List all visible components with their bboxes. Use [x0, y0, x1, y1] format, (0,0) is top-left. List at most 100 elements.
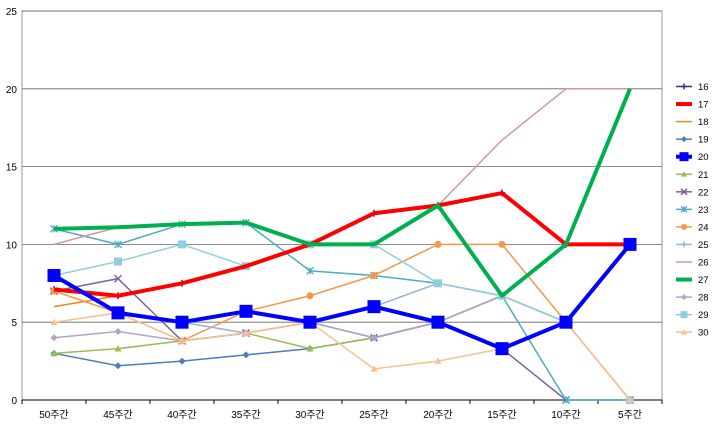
series-27	[53, 88, 632, 298]
legend-marker	[680, 311, 688, 319]
series-30	[50, 309, 634, 403]
x-tick-label: 45주간	[103, 409, 133, 421]
x-tick-label: 20주간	[423, 409, 453, 421]
data-point	[239, 304, 253, 318]
legend-marker	[681, 241, 687, 248]
data-point	[50, 349, 58, 357]
series-line	[53, 277, 630, 401]
legend-item-23: 23	[676, 205, 709, 216]
series-22	[49, 274, 635, 405]
data-point	[178, 357, 186, 365]
series-line	[53, 221, 630, 401]
data-point	[114, 345, 122, 352]
legend-label: 27	[698, 275, 709, 286]
legend-marker	[681, 294, 687, 301]
series-17	[53, 191, 630, 298]
data-point	[114, 257, 122, 266]
data-point	[370, 272, 378, 280]
y-tick-label: 10	[6, 240, 18, 251]
legend-item-17: 17	[676, 100, 709, 111]
legend-item-16: 16	[676, 82, 709, 93]
legend-item-26: 26	[676, 258, 709, 269]
series-layer	[47, 88, 637, 405]
legend-label: 28	[698, 293, 709, 304]
legend-label: 16	[698, 82, 709, 93]
legend-item-20: 20	[676, 152, 709, 163]
legend-label: 18	[698, 117, 709, 128]
legend-item-29: 29	[676, 310, 709, 321]
legend-label: 23	[698, 205, 709, 216]
data-point	[178, 240, 186, 249]
data-point	[306, 292, 314, 300]
legend-marker	[679, 152, 689, 162]
x-tick-label: 10주간	[551, 409, 581, 421]
series-21	[50, 292, 634, 403]
data-point	[242, 351, 250, 359]
plot-area-frame	[21, 10, 663, 401]
legend-marker	[681, 83, 687, 90]
series-line	[53, 294, 631, 401]
legend-item-22: 22	[676, 187, 709, 198]
legend-label: 22	[698, 187, 709, 198]
legend-label: 30	[698, 328, 709, 339]
legend-item-25: 25	[676, 240, 709, 251]
data-point	[434, 357, 442, 364]
legend-marker	[681, 223, 687, 230]
y-tick-label: 15	[6, 163, 18, 174]
data-point	[559, 315, 573, 329]
x-tick-label: 30주간	[295, 409, 325, 421]
legend-item-19: 19	[676, 135, 709, 146]
x-tick-label: 35주간	[231, 409, 261, 421]
series-20	[47, 237, 637, 356]
legend-marker	[681, 171, 687, 177]
data-point	[47, 269, 61, 283]
series-line	[53, 191, 630, 298]
series-line	[52, 243, 632, 351]
legend-label: 19	[698, 135, 709, 146]
data-point	[242, 329, 250, 336]
legend-marker	[680, 188, 688, 196]
data-point	[623, 237, 637, 251]
legend-label: 25	[698, 240, 709, 251]
series-line	[53, 88, 632, 298]
x-tick-label: 25주간	[359, 409, 389, 421]
data-point	[175, 315, 189, 329]
data-point	[434, 279, 442, 288]
y-tick-label: 0	[11, 396, 17, 407]
data-point	[434, 240, 442, 248]
y-tick-label: 25	[6, 7, 18, 18]
data-point	[111, 306, 125, 320]
data-point	[370, 365, 378, 372]
data-point	[178, 337, 186, 344]
data-point	[626, 396, 634, 403]
data-point	[495, 342, 509, 356]
data-point	[113, 274, 123, 283]
legend-marker	[681, 329, 687, 335]
legend-item-24: 24	[676, 222, 709, 233]
x-tick-label: 50주간	[39, 409, 69, 421]
legend-label: 21	[698, 170, 709, 181]
data-point	[114, 362, 122, 370]
grid-layer	[21, 10, 663, 401]
data-point	[50, 318, 58, 325]
chart-legend: 16 17 18 19 20 21 22 23 24 25 26 27 28 29 30	[676, 82, 709, 339]
legend-label: 26	[698, 258, 709, 269]
axis-layer: 0 5 10 15 20 25 50주간 45주간 40주간 35주간 30주간 25주간 20주간 15…	[6, 7, 663, 421]
series-line	[53, 312, 631, 401]
legend-item-30: 30	[676, 328, 709, 339]
data-point	[303, 315, 317, 329]
legend-label: 24	[698, 222, 709, 233]
data-point	[50, 334, 58, 342]
data-point	[370, 334, 378, 342]
data-point	[562, 396, 570, 404]
legend-item-27: 27	[676, 275, 709, 286]
data-point	[367, 300, 381, 314]
x-tick-label: 5주간	[618, 409, 642, 421]
legend-label: 17	[698, 100, 709, 111]
series-line	[53, 243, 631, 334]
legend-item-21: 21	[676, 170, 709, 181]
legend-item-18: 18	[676, 117, 709, 128]
legend-label: 20	[698, 152, 709, 163]
